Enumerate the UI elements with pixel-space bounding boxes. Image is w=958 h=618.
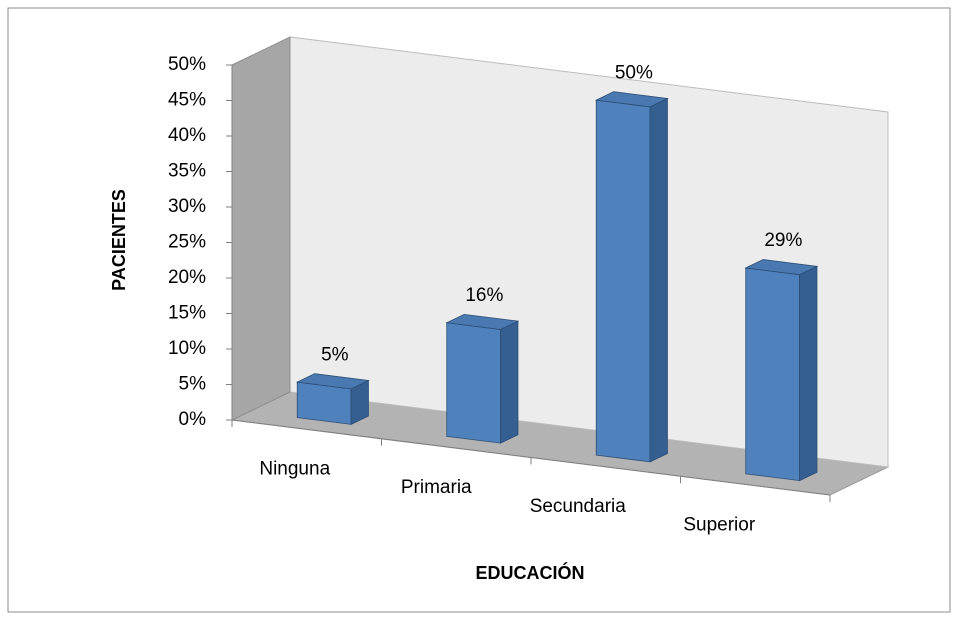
y-tick-label: 40% <box>168 125 206 146</box>
y-tick-label: 50% <box>168 54 206 75</box>
x-tick-label: Ninguna <box>259 458 330 479</box>
y-tick-label: 5% <box>179 374 207 395</box>
bar-front <box>296 381 352 425</box>
y-tick-label: 0% <box>179 409 207 430</box>
chart-border <box>7 7 951 613</box>
bar-front <box>446 322 501 444</box>
x-tick-label: Primaria <box>401 477 472 498</box>
bar-top <box>445 313 520 330</box>
y-tick-label: 45% <box>168 90 206 111</box>
data-label: 5% <box>321 344 349 365</box>
y-axis-label: PACIENTES <box>109 189 129 291</box>
bar-side <box>799 265 818 482</box>
bar-top <box>594 91 669 108</box>
bar-front <box>595 99 651 463</box>
bar-front <box>745 267 800 482</box>
y-tick-label: 25% <box>168 232 206 253</box>
y-tick-label: 10% <box>168 338 206 359</box>
y-tick-label: 20% <box>168 267 206 288</box>
bar-side <box>500 320 519 444</box>
x-tick-label: Superior <box>683 515 755 536</box>
side-wall <box>231 36 291 421</box>
x-axis-label: EDUCACIÓN <box>475 562 584 583</box>
bar-side <box>649 97 668 463</box>
bar-top <box>295 373 370 390</box>
y-tick-label: 15% <box>168 303 206 324</box>
x-tick-label: Secundaria <box>530 496 627 517</box>
data-label: 50% <box>615 62 653 83</box>
data-label: 16% <box>465 285 503 306</box>
bar-top <box>744 259 819 276</box>
data-label: 29% <box>764 230 802 251</box>
y-tick-label: 30% <box>168 196 206 217</box>
y-tick-label: 35% <box>168 161 206 182</box>
